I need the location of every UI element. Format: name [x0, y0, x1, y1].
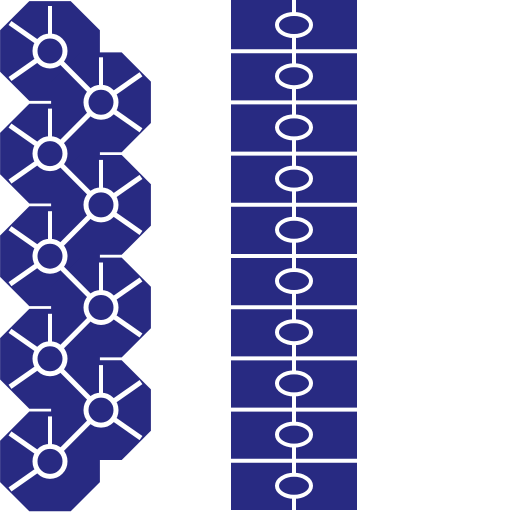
node-circle: [83, 187, 119, 223]
zigzag-chain-pattern: [0, 1, 151, 512]
node-circle: [32, 136, 68, 172]
node-circle: [32, 33, 68, 69]
node-oval: [275, 472, 313, 499]
node-circle: [83, 290, 119, 325]
node-circle: [32, 238, 68, 274]
node-circle: [32, 341, 68, 377]
node-oval: [275, 12, 313, 38]
node-oval: [275, 165, 313, 192]
node-oval: [275, 268, 313, 294]
node-oval: [275, 370, 313, 397]
node-oval: [275, 216, 313, 243]
node-oval: [275, 114, 313, 141]
node-circle: [83, 84, 119, 120]
node-oval: [275, 421, 313, 448]
node-oval: [275, 63, 313, 90]
ladder-strip-pattern: [231, 0, 357, 512]
node-circle: [83, 392, 119, 428]
node-oval: [275, 319, 313, 346]
node-circle: [32, 443, 68, 479]
